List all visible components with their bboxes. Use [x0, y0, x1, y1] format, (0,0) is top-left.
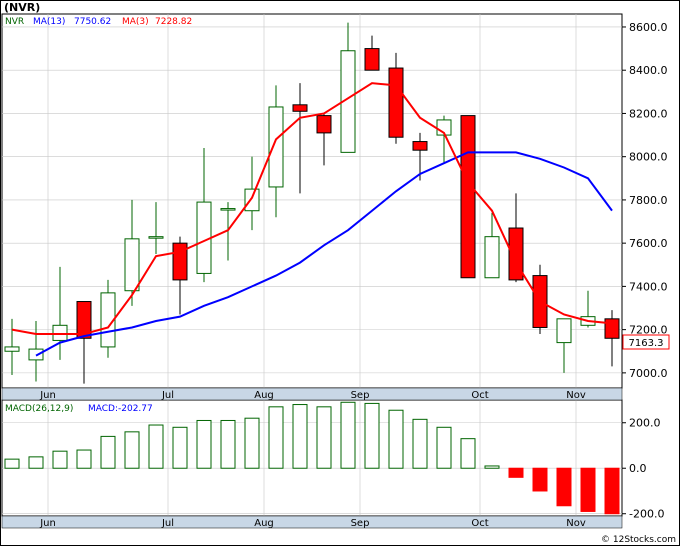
candle-body: [460, 115, 476, 279]
moving-average-lines: [11, 82, 613, 357]
macd-bar: [388, 409, 404, 469]
macd-tick-label: -200.0: [629, 508, 664, 521]
macd-bar: [340, 401, 356, 469]
macd-value-label: MACD:-202.77: [88, 404, 153, 414]
macd-bar: [100, 435, 116, 469]
candle-body: [604, 318, 620, 339]
macd-month-label: Sep: [351, 518, 370, 529]
macd-month-label: Jun: [39, 518, 56, 529]
candle-body: [292, 104, 308, 112]
candle-body: [76, 301, 92, 339]
price-tick-label: 8000.0: [629, 151, 668, 164]
price-month-label: Nov: [566, 390, 586, 401]
macd-tick-label: 200.0: [629, 417, 661, 430]
price-month-label: Jun: [39, 390, 56, 401]
last-price-tag: [622, 334, 670, 350]
candle-body: [412, 141, 428, 151]
price-x-axis-bar: [1, 387, 623, 401]
candle-body: [220, 208, 236, 211]
macd-bar: [436, 426, 452, 469]
macd-bar: [556, 467, 572, 507]
macd-x-axis-bar: [1, 515, 623, 529]
watermark: © 12Stocks.com: [601, 535, 676, 545]
candle-body: [4, 346, 20, 352]
macd-bar: [196, 419, 212, 469]
price-tick-label: 8200.0: [629, 107, 668, 120]
macd-bar: [172, 426, 188, 469]
price-tick-label: 8600.0: [629, 21, 668, 34]
macd-grid: [2, 400, 622, 516]
candle-body: [268, 106, 284, 188]
legend-ma13-value: 7750.62: [74, 17, 111, 27]
price-month-label: Jul: [161, 390, 174, 401]
candle-body: [148, 236, 164, 239]
macd-month-label: Jul: [161, 518, 174, 529]
macd-bar: [532, 467, 548, 492]
macd-bar: [268, 406, 284, 469]
macd-month-label: Nov: [566, 518, 586, 529]
price-tick-label: 7800.0: [629, 194, 668, 207]
candle-body: [484, 236, 500, 279]
macd-bar: [484, 465, 500, 469]
legend-ma3-label: MA(3): [122, 17, 149, 27]
price-month-label: Aug: [254, 390, 274, 401]
legend-ma13-label: MA(13): [33, 17, 65, 27]
macd-month-label: Oct: [471, 518, 488, 529]
candle-body: [52, 324, 68, 341]
macd-month-label: Aug: [254, 518, 274, 529]
macd-plot-area: [1, 399, 623, 517]
price-tick-label: 8400.0: [629, 64, 668, 77]
price-month-label: Sep: [351, 390, 370, 401]
candle-body: [244, 188, 260, 212]
legend-ma3-value: 7228.82: [155, 17, 192, 27]
price-tick-label: 7200.0: [629, 324, 668, 337]
macd-bar: [148, 424, 164, 469]
macd-bar: [52, 450, 68, 469]
macd-bar: [580, 467, 596, 512]
macd-bar: [412, 418, 428, 469]
candle-body: [556, 318, 572, 344]
month-labels: Jun Jun Jul Jul Aug Aug Sep Sep Oct Oct Nov Nov: [39, 390, 586, 529]
ma13-line: [35, 151, 613, 357]
macd-histogram: [4, 401, 620, 515]
legend-symbol: NVR: [5, 17, 24, 27]
macd-tick-label: 0.0: [629, 462, 647, 475]
ma3-line: [11, 82, 613, 335]
chart-symbol-title: (NVR): [4, 1, 40, 14]
price-month-label: Oct: [471, 390, 488, 401]
macd-bar: [220, 419, 236, 469]
price-tick-label: 7400.0: [629, 280, 668, 293]
macd-bar: [4, 458, 20, 469]
price-y-axis: 7000.0 7200.0 7400.0 7600.0 7800.0 8000.0 8200…: [622, 21, 668, 380]
last-price-label: 7163.3: [629, 338, 664, 349]
candle-body: [388, 67, 404, 138]
macd-bar: [316, 406, 332, 469]
macd-bar: [76, 449, 92, 469]
macd-bar: [460, 438, 476, 469]
macd-bar: [124, 431, 140, 469]
macd-bar: [292, 404, 308, 469]
macd-title: MACD(26,12,9): [5, 404, 73, 414]
macd-bar: [364, 402, 380, 469]
candle-body: [316, 115, 332, 134]
macd-bar: [604, 467, 620, 515]
macd-bar: [508, 467, 524, 478]
macd-bar: [28, 456, 44, 469]
price-tick-label: 7600.0: [629, 237, 668, 250]
macd-y-axis: -200.0 0.0 200.0: [622, 417, 664, 521]
candle-body: [364, 48, 380, 71]
price-tick-label: 7000.0: [629, 367, 668, 380]
candle-body: [124, 238, 140, 292]
macd-bar: [244, 417, 260, 469]
